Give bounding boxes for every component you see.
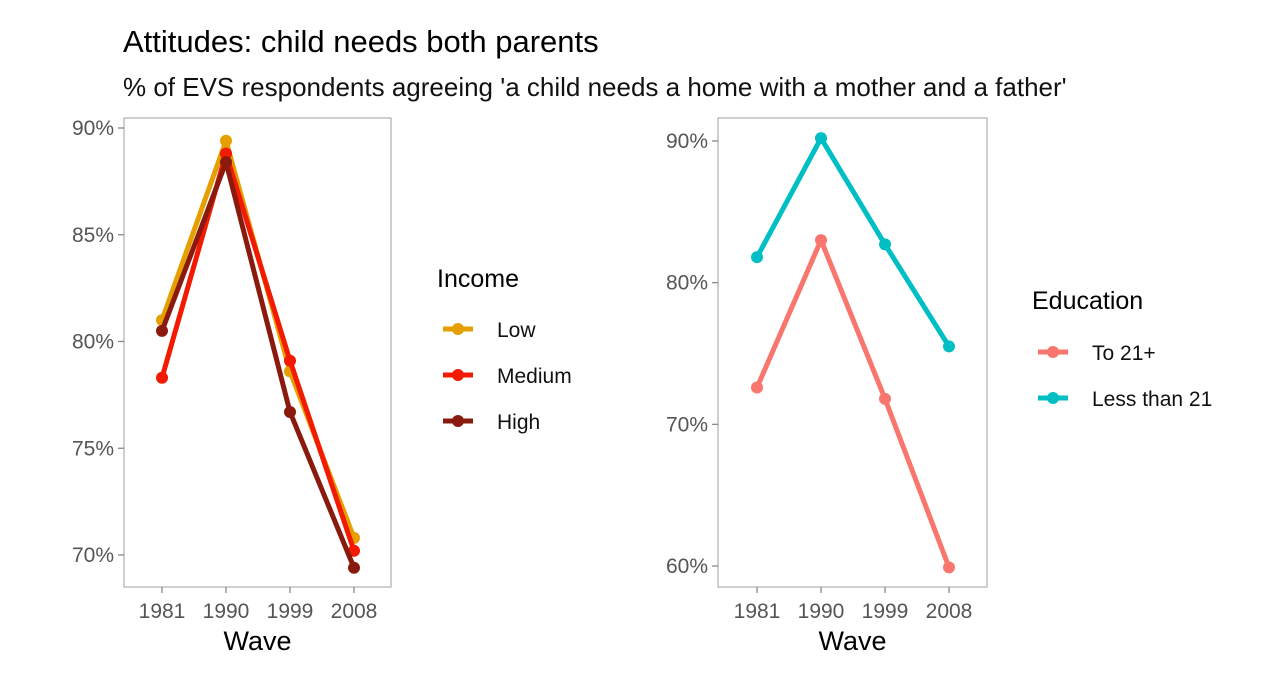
legend-title: Education [1032,287,1143,315]
data-point [879,238,891,251]
series-line-medium [159,151,357,554]
page-subtitle: % of EVS respondents agreeing 'a child n… [123,72,1067,102]
data-point [815,132,827,145]
x-axis-title: Wave [223,626,291,656]
data-point [348,561,360,574]
data-point [815,234,827,247]
series-line-high [159,159,357,571]
y-tick-label: 80% [72,331,114,354]
y-tick-label: 90% [72,117,114,140]
x-tick-label: 1999 [267,600,314,623]
x-axis-title: Wave [818,626,886,656]
series-line-low [159,138,357,541]
y-tick-label: 90% [666,130,708,153]
y-tick-label: 60% [666,555,708,578]
plot-panel-2 [717,117,988,588]
y-tick-label: 75% [72,437,114,460]
series-line-less-than-21 [754,135,952,349]
x-tick-label: 2008 [331,600,378,623]
data-point [943,561,955,574]
x-tick-label: 1999 [862,600,909,623]
data-point [156,371,168,384]
legend-key-point [1047,346,1059,358]
y-tick-label: 70% [666,413,708,436]
x-tick-label: 2008 [926,600,973,623]
legend-key-point [452,369,464,381]
legend-label: Less than 21 [1092,388,1212,411]
data-point [220,147,232,160]
legend-label: To 21+ [1092,342,1156,365]
data-point [943,340,955,353]
data-point [348,544,360,557]
y-tick-label: 85% [72,224,114,247]
legend-label: High [497,411,540,434]
series-line-to-21- [754,237,952,570]
legend-key-point [452,415,464,427]
data-point [156,324,168,337]
legend-key-point [1047,392,1059,404]
x-tick-label: 1981 [139,600,186,623]
data-point [751,251,763,264]
legend-title: Income [437,265,519,293]
y-tick-label: 70% [72,544,114,567]
x-tick-label: 1981 [734,600,781,623]
data-point [220,134,232,147]
data-point [751,381,763,394]
legend-label: Medium [497,365,572,388]
data-point [220,156,232,169]
data-point [284,354,296,367]
data-point [879,392,891,405]
x-tick-label: 1990 [203,600,250,623]
legend-key-point [452,323,464,335]
y-tick-label: 80% [666,272,708,295]
data-point [284,405,296,418]
legend-label: Low [497,319,536,342]
page-title: Attitudes: child needs both parents [123,24,599,59]
x-tick-label: 1990 [798,600,845,623]
plot-panel-1 [123,117,392,588]
